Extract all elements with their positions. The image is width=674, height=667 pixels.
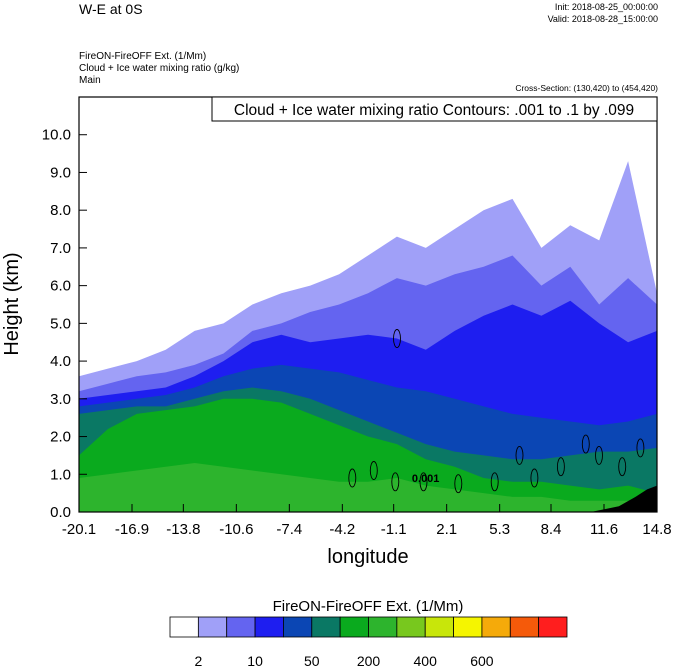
colorbar-swatch — [424, 616, 454, 638]
colorbar-tick-label: 10 — [247, 653, 263, 667]
x-axis-label: longitude — [327, 546, 408, 568]
y-tick-label: 10.0 — [42, 127, 71, 144]
y-axis: 0.0 1.0 2.0 3.0 4.0 5.0 6.0 7.0 8.0 9.0 10.0 — [42, 127, 87, 521]
colorbar-swatch — [254, 616, 284, 638]
contour-ring — [419, 472, 428, 492]
contour-ring — [530, 468, 539, 488]
y-tick-label: 3.0 — [50, 391, 71, 408]
x-axis: -20.1 -16.9 -13.8 -10.6 -7.4 -4.2 -1.1 2.1 5.3 8.… — [62, 504, 672, 538]
contour-ring — [348, 468, 357, 488]
init-time: Init: 2018-08-25_00:00:00 — [555, 2, 658, 12]
x-tick-label: -20.1 — [62, 521, 96, 538]
colorbar-swatch — [311, 616, 341, 638]
y-tick-label: 4.0 — [50, 353, 71, 370]
colorbar-swatch — [226, 616, 256, 638]
contour-ring — [391, 472, 400, 492]
contour-ring — [636, 438, 645, 458]
terrain-shape — [590, 485, 657, 512]
contour-ring — [556, 457, 565, 477]
filled-contours — [79, 161, 657, 512]
x-tick-label: -4.2 — [329, 521, 355, 538]
contour-title-box — [211, 96, 658, 122]
colorbar-swatch — [396, 616, 426, 638]
colorbar-title: FireON-FireOFF Ext. (1/Mm) — [273, 598, 464, 615]
x-tick-label: -10.6 — [219, 521, 253, 538]
colorbar-tick-label: 2 — [195, 653, 203, 667]
colorbar-swatch — [453, 616, 483, 638]
terrain — [590, 485, 657, 512]
y-tick-label: 8.0 — [50, 202, 71, 219]
x-tick-label: 14.8 — [642, 521, 671, 538]
chart-header-title: W-E at 0S — [79, 1, 143, 17]
y-tick-label: 7.0 — [50, 240, 71, 257]
colorbar-swatch — [339, 616, 369, 638]
x-tick-label: -13.8 — [166, 521, 200, 538]
valid-time: Valid: 2018-08-28_15:00:00 — [548, 14, 658, 24]
y-tick-label: 0.0 — [50, 504, 71, 521]
x-tick-label: 8.4 — [541, 521, 562, 538]
colorbar-swatch — [169, 616, 199, 638]
colorbar-tick-label: 400 — [414, 653, 438, 667]
field-line-1: FireON-FireOFF Ext. (1/Mm) — [79, 51, 206, 62]
colorbar-swatch — [197, 616, 228, 638]
contour-ring — [490, 472, 499, 492]
x-tick-label: -7.4 — [276, 521, 302, 538]
contour-ring — [618, 457, 627, 477]
colorbar: 2 10 50 200 400 600 — [169, 616, 568, 667]
field-line-3: Main — [79, 75, 101, 86]
cross-section-label: Cross-Section: (130,420) to (454,420) — [515, 83, 658, 93]
colorbar-swatch — [481, 616, 511, 638]
colorbar-tick-label: 200 — [357, 653, 381, 667]
contour-ring — [369, 461, 378, 480]
colorbar-swatch — [368, 616, 398, 638]
y-tick-label: 6.0 — [50, 278, 71, 295]
y-tick-label: 9.0 — [50, 164, 71, 181]
x-tick-label: -1.1 — [381, 521, 407, 538]
x-tick-label: -16.9 — [115, 521, 149, 538]
cloud-contours — [348, 329, 645, 494]
contour-label: 0.001 — [412, 473, 440, 485]
contour-ring — [393, 329, 401, 348]
colorbar-swatch — [283, 616, 313, 638]
y-tick-label: 2.0 — [50, 429, 71, 446]
layer-light-green — [79, 463, 657, 512]
contour-ring — [595, 445, 603, 465]
x-tick-label: 11.6 — [590, 521, 618, 538]
chart-title: Cloud + Ice water mixing ratio Contours:… — [234, 102, 634, 119]
x-tick-label: 2.1 — [436, 521, 457, 538]
colorbar-tick-label: 50 — [304, 653, 320, 667]
colorbar-swatch — [538, 616, 568, 638]
y-tick-label: 1.0 — [50, 466, 71, 483]
x-tick-label: 5.3 — [489, 521, 510, 538]
field-line-2: Cloud + Ice water mixing ratio (g/kg) — [79, 63, 239, 74]
y-axis-label: Height (km) — [1, 252, 23, 355]
contour-ring — [515, 445, 524, 465]
contour-ring — [581, 434, 590, 454]
contour-ring — [454, 474, 463, 494]
colorbar-tick-label: 600 — [470, 653, 494, 667]
y-tick-label: 5.0 — [50, 315, 71, 332]
colorbar-swatch — [509, 616, 540, 638]
